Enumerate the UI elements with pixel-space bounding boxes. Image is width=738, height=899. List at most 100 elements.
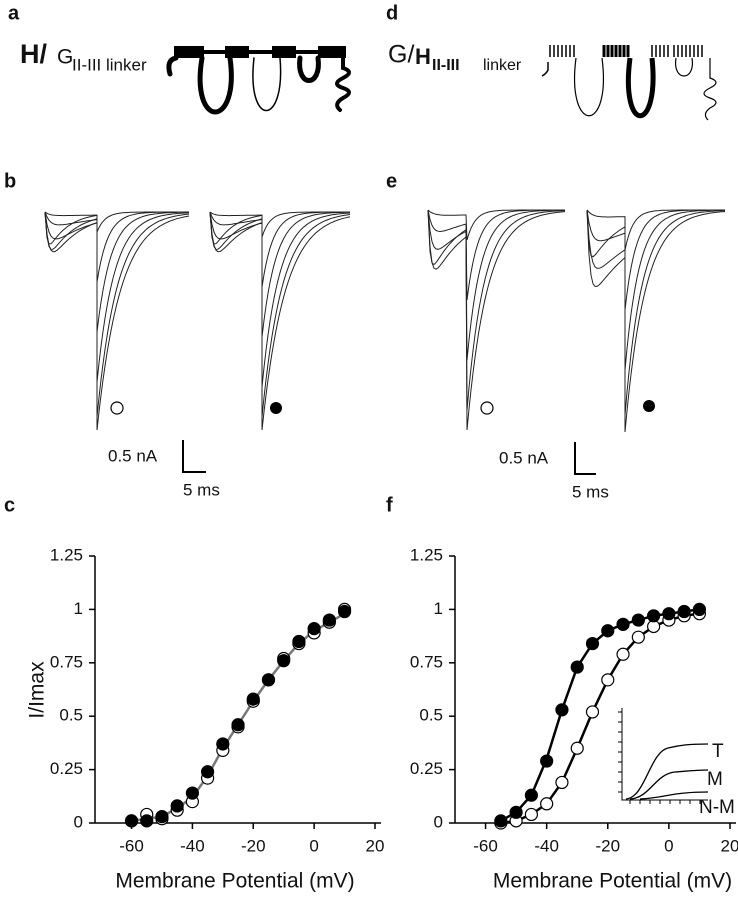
construct-label: G	[57, 46, 73, 69]
symbol-open	[110, 401, 124, 415]
construct-label: G/	[388, 41, 414, 69]
data-point	[677, 604, 691, 619]
trace	[427, 209, 566, 431]
x-axis-label: Membrane Potential (mV)	[493, 870, 732, 893]
fit-line	[131, 612, 346, 823]
x-tick-label: 0	[309, 836, 318, 855]
data-point	[570, 660, 584, 674]
panel-letter: e	[386, 170, 397, 192]
trace	[44, 211, 190, 418]
panel-letter: d	[386, 2, 398, 24]
panel-letter: a	[8, 2, 20, 24]
data-point	[509, 805, 523, 819]
data-point	[155, 809, 169, 824]
channel-schematic	[541, 45, 717, 121]
trace	[209, 211, 351, 418]
trace	[586, 209, 725, 311]
data-point	[631, 630, 645, 644]
data-point	[140, 814, 154, 828]
data-point	[524, 788, 538, 802]
inset-label: N-M	[699, 797, 735, 818]
y-tick-label: 0.75	[50, 652, 83, 671]
scale-label: 0.5 nA	[108, 446, 158, 465]
data-point	[185, 786, 199, 800]
panel-letter: f	[386, 494, 393, 516]
data-point	[322, 613, 336, 627]
trace	[209, 211, 350, 288]
y-tick-label: 0.75	[410, 652, 443, 671]
scale-label: 5 ms	[572, 482, 609, 501]
data-point	[277, 654, 291, 668]
x-tick-label: 20	[721, 836, 738, 855]
data-point	[647, 609, 661, 623]
data-point	[631, 613, 645, 627]
symbol-filled	[643, 400, 655, 412]
scale-bar	[182, 440, 206, 473]
data-point	[616, 647, 630, 661]
data-point	[585, 705, 600, 719]
data-point	[585, 636, 600, 651]
data-point	[555, 703, 569, 717]
symbol-filled	[270, 402, 282, 414]
data-point	[540, 797, 554, 811]
construct-label: H	[415, 44, 431, 69]
data-point	[524, 807, 538, 822]
data-point	[337, 604, 352, 619]
y-tick-label: 0.5	[419, 706, 443, 725]
current-traces	[44, 209, 726, 433]
data-point	[601, 624, 615, 638]
trace	[427, 209, 565, 301]
data-point	[261, 673, 276, 687]
data-point	[494, 814, 508, 828]
symbol-open	[480, 401, 494, 415]
inset	[618, 708, 709, 804]
panel-letter: c	[4, 494, 15, 516]
trace	[427, 209, 566, 361]
trace	[44, 211, 189, 333]
construct-subscript: linker	[483, 57, 522, 74]
scale-label: 5 ms	[183, 480, 220, 499]
trace	[44, 211, 190, 431]
data-point	[170, 799, 184, 813]
data-point	[555, 775, 569, 790]
data-point	[292, 634, 306, 649]
x-tick-label: -60	[119, 836, 144, 855]
trace	[209, 211, 351, 431]
data-point	[601, 673, 615, 687]
trace	[586, 209, 725, 416]
x-tick-label: 20	[366, 836, 385, 855]
inset-label: M	[707, 769, 723, 790]
data-point	[662, 607, 676, 621]
data-point	[231, 718, 245, 732]
data-point	[124, 814, 139, 828]
y-tick-label: 0.25	[50, 759, 83, 778]
trace	[427, 209, 566, 411]
trace	[586, 209, 726, 433]
data-point	[216, 737, 230, 751]
y-tick-label: 1	[74, 599, 83, 618]
data-point	[616, 617, 630, 631]
y-tick-label: 0.5	[59, 706, 83, 725]
data-point	[570, 741, 584, 755]
x-tick-label: -40	[180, 836, 205, 855]
y-axis-label: I/Imax	[26, 661, 49, 719]
data-point	[540, 754, 554, 768]
x-tick-label: 0	[664, 836, 673, 855]
x-axis-label: Membrane Potential (mV)	[115, 870, 354, 893]
y-tick-label: 0	[434, 812, 443, 831]
construct-label: H/	[20, 39, 47, 69]
x-tick-label: -20	[595, 836, 620, 855]
scale-label: 0.5 nA	[499, 448, 549, 467]
x-tick-label: -20	[241, 836, 266, 855]
trace	[44, 211, 190, 383]
construct-subscript: II-III linker	[72, 55, 147, 74]
y-tick-label: 1.25	[50, 545, 83, 564]
panel-letter: b	[4, 170, 16, 192]
data-point	[692, 602, 707, 617]
trace	[44, 211, 189, 283]
scale-bar	[574, 442, 596, 475]
y-tick-label: 1	[434, 599, 443, 618]
x-tick-label: -60	[473, 836, 498, 855]
